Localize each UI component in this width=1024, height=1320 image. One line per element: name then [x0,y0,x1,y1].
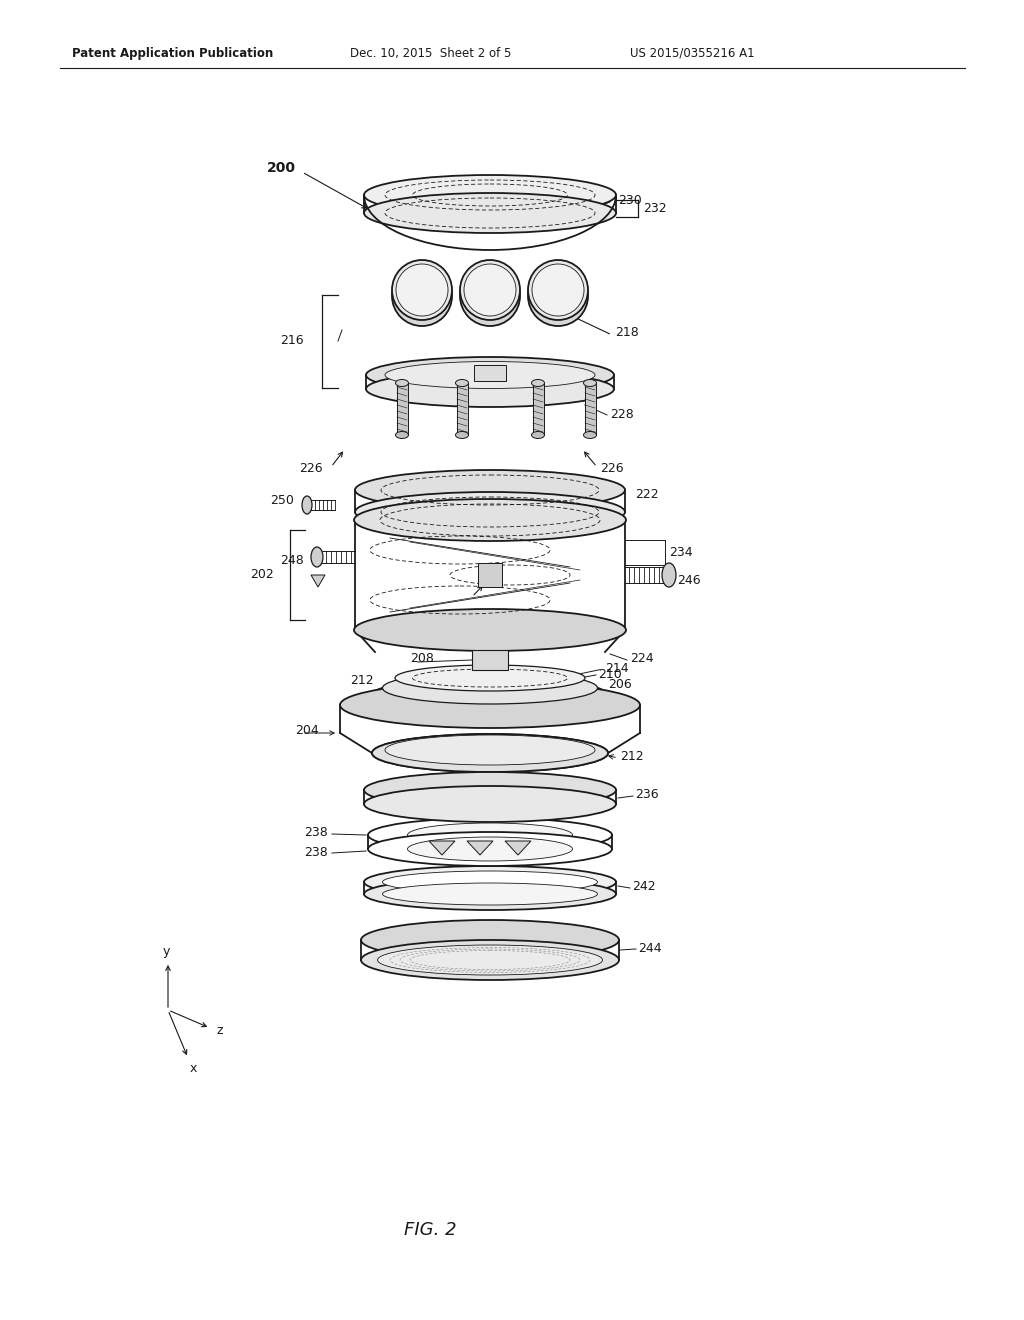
Text: 250: 250 [270,494,294,507]
Text: 240: 240 [498,850,519,861]
Ellipse shape [366,371,614,407]
Ellipse shape [311,546,323,568]
Ellipse shape [368,818,612,851]
Text: 202: 202 [250,569,273,582]
Ellipse shape [408,822,572,847]
Ellipse shape [408,837,572,861]
Polygon shape [505,841,531,855]
Text: 244: 244 [638,941,662,954]
Ellipse shape [364,772,616,808]
Ellipse shape [531,432,545,438]
Ellipse shape [392,260,452,319]
Ellipse shape [364,176,616,215]
Text: 228: 228 [610,408,634,421]
Text: 242: 242 [632,880,655,894]
Text: Patent Application Publication: Patent Application Publication [72,46,273,59]
Text: Dec. 10, 2015  Sheet 2 of 5: Dec. 10, 2015 Sheet 2 of 5 [350,46,511,59]
Ellipse shape [456,432,469,438]
Text: 212: 212 [350,673,374,686]
Bar [457,383,468,436]
Ellipse shape [366,356,614,393]
Text: 238: 238 [304,846,328,859]
Text: 206: 206 [608,677,632,690]
Ellipse shape [385,362,595,388]
Text: 226: 226 [600,462,624,474]
Ellipse shape [364,193,616,234]
Ellipse shape [395,432,409,438]
Text: 214: 214 [605,661,629,675]
Ellipse shape [383,883,597,906]
Ellipse shape [532,264,584,315]
Bar [474,366,506,381]
Text: 212: 212 [620,751,644,763]
Ellipse shape [354,609,626,651]
Text: 234: 234 [669,545,692,558]
Ellipse shape [662,564,676,587]
Text: 208: 208 [410,652,434,664]
Ellipse shape [528,267,588,326]
Bar [478,564,502,587]
Text: y: y [163,945,170,958]
Bar [397,383,408,436]
Bar [534,383,544,436]
Text: 232: 232 [643,202,667,214]
Ellipse shape [302,496,312,513]
Ellipse shape [373,677,607,713]
Bar [585,383,596,436]
Ellipse shape [464,264,516,315]
Text: 210: 210 [598,668,622,681]
Ellipse shape [364,878,616,909]
Ellipse shape [396,264,449,315]
Polygon shape [429,841,455,855]
Ellipse shape [354,499,626,541]
Ellipse shape [364,866,616,898]
Ellipse shape [368,832,612,866]
Polygon shape [311,576,325,587]
Ellipse shape [584,380,597,387]
Text: 230: 230 [618,194,642,206]
Ellipse shape [372,734,608,772]
Ellipse shape [361,920,618,960]
Bar [472,649,508,671]
Text: 220: 220 [505,491,528,504]
Ellipse shape [460,260,520,319]
Ellipse shape [385,735,595,766]
Polygon shape [467,841,493,855]
Ellipse shape [361,940,618,979]
Text: 224: 224 [630,652,653,664]
Text: 246: 246 [677,573,700,586]
Text: 248: 248 [280,554,304,568]
Text: 222: 222 [635,488,658,502]
Ellipse shape [372,734,608,772]
Ellipse shape [383,672,597,704]
Ellipse shape [383,871,597,894]
Ellipse shape [531,380,545,387]
Ellipse shape [392,267,452,326]
Ellipse shape [528,260,588,319]
Text: z: z [217,1023,223,1036]
Ellipse shape [460,267,520,326]
Ellipse shape [355,470,625,510]
Ellipse shape [395,665,585,690]
Ellipse shape [395,380,409,387]
Ellipse shape [340,682,640,729]
Text: 226: 226 [299,462,323,474]
Ellipse shape [584,432,597,438]
Text: 236: 236 [635,788,658,801]
Text: 216: 216 [280,334,304,347]
Text: x: x [189,1061,197,1074]
Text: 238: 238 [304,826,328,840]
Text: 218: 218 [615,326,639,338]
Ellipse shape [364,785,616,822]
Ellipse shape [355,492,625,532]
Text: 204: 204 [295,723,318,737]
Text: US 2015/0355216 A1: US 2015/0355216 A1 [630,46,755,59]
Ellipse shape [456,380,469,387]
Text: 200: 200 [267,161,296,176]
Ellipse shape [378,945,602,975]
Text: FIG. 2: FIG. 2 [403,1221,457,1239]
